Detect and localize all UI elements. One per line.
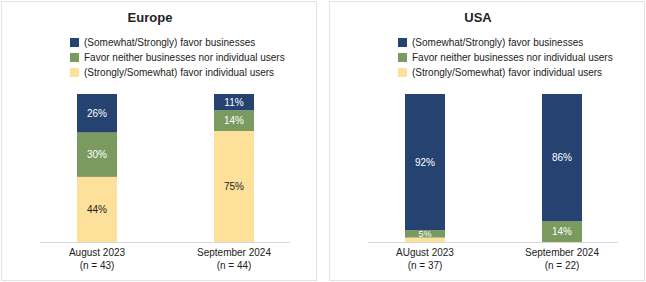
legend-swatch xyxy=(398,38,407,47)
baseline xyxy=(368,242,618,243)
legend: (Somewhat/Strongly) favor businesses Favo… xyxy=(70,37,285,78)
category-note: (n = 37) xyxy=(408,260,443,271)
legend-label: Favor neither businesses nor individual … xyxy=(84,52,285,63)
legend-label: (Strongly/Somewhat) favor individual use… xyxy=(84,67,274,78)
panel-frame xyxy=(2,2,317,281)
bar-segment xyxy=(542,221,582,242)
bar-segment xyxy=(214,110,254,131)
data-labels: 5% 92% 14% 86% xyxy=(415,152,572,239)
chart-title: USA xyxy=(464,10,492,25)
data-label: 14% xyxy=(224,115,244,126)
legend: (Somewhat/Strongly) favor businesses Favo… xyxy=(398,37,613,78)
data-label: 26% xyxy=(87,108,107,119)
bar-segment xyxy=(77,132,117,176)
baseline xyxy=(40,242,290,243)
data-label: 92% xyxy=(415,157,435,168)
panel-frame xyxy=(330,2,645,281)
data-label: 86% xyxy=(552,152,572,163)
legend-label: Favor neither businesses nor individual … xyxy=(412,52,613,63)
legend-label: (Somewhat/Strongly) favor businesses xyxy=(84,37,255,48)
legend-label: (Somewhat/Strongly) favor businesses xyxy=(412,37,583,48)
bar-segment xyxy=(214,94,254,110)
legend-swatch xyxy=(70,68,79,77)
category-note: (n = 44) xyxy=(217,260,252,271)
category-label: September 2024 xyxy=(525,247,599,258)
panel: USA 5% 92% 14% 86% AUgust 2023 (n = 37) Septemb… xyxy=(330,2,645,281)
chart-title: Europe xyxy=(128,10,173,25)
data-label: 30% xyxy=(87,149,107,160)
legend-swatch xyxy=(398,68,407,77)
legend-swatch xyxy=(70,38,79,47)
bar-segment xyxy=(542,94,582,221)
bar-segment xyxy=(77,94,117,132)
legend-swatch xyxy=(398,53,407,62)
chart-svg: Europe 44% 30% 26% 75% 14% 11% August 2023 (n = … xyxy=(0,0,646,282)
data-label: 44% xyxy=(87,204,107,215)
data-label: 75% xyxy=(224,181,244,192)
category-label: September 2024 xyxy=(197,247,271,258)
bar-segment xyxy=(77,177,117,242)
page: Europe 44% 30% 26% 75% 14% 11% August 2023 (n = … xyxy=(0,0,646,282)
bars xyxy=(77,94,254,242)
bar-segment xyxy=(405,94,445,230)
category-note: (n = 22) xyxy=(545,260,580,271)
bars xyxy=(405,94,582,242)
data-label: 14% xyxy=(552,226,572,237)
bar-segment xyxy=(214,131,254,242)
legend-swatch xyxy=(70,53,79,62)
category-label: August 2023 xyxy=(69,247,126,258)
data-labels: 44% 30% 26% 75% 14% 11% xyxy=(87,97,244,215)
data-label: 11% xyxy=(224,97,243,108)
legend-label: (Strongly/Somewhat) favor individual use… xyxy=(412,67,602,78)
panel: Europe 44% 30% 26% 75% 14% 11% August 2023 (n = … xyxy=(2,2,317,281)
category-note: (n = 43) xyxy=(80,260,115,271)
chart-root: Europe 44% 30% 26% 75% 14% 11% August 2023 (n = … xyxy=(0,0,646,282)
category-label: AUgust 2023 xyxy=(396,247,454,258)
data-label: 5% xyxy=(418,229,431,239)
